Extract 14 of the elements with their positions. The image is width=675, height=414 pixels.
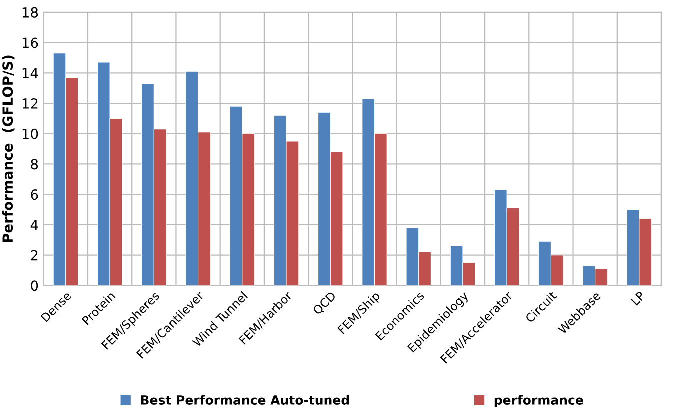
y-axis-title: Performance (GFLOP/S) [2, 56, 15, 242]
y-tick-label: 4 [30, 220, 38, 230]
y-tick-label: 10 [22, 128, 38, 140]
y-tick-label: 6 [31, 190, 38, 200]
x-tick-label: LP [630, 291, 646, 306]
y-tick-label: 8 [31, 159, 38, 170]
y-tick-label: 18 [22, 7, 38, 18]
legend-label: performance [494, 395, 584, 408]
y-tick-label: 2 [31, 250, 38, 261]
y-tick-label: 12 [22, 98, 38, 109]
y-tick-label: 14 [22, 68, 38, 78]
y-tick-label: 0 [31, 280, 38, 292]
y-tick-label: 16 [22, 38, 38, 48]
legend-label: Best Performance Auto-tuned [141, 395, 350, 405]
